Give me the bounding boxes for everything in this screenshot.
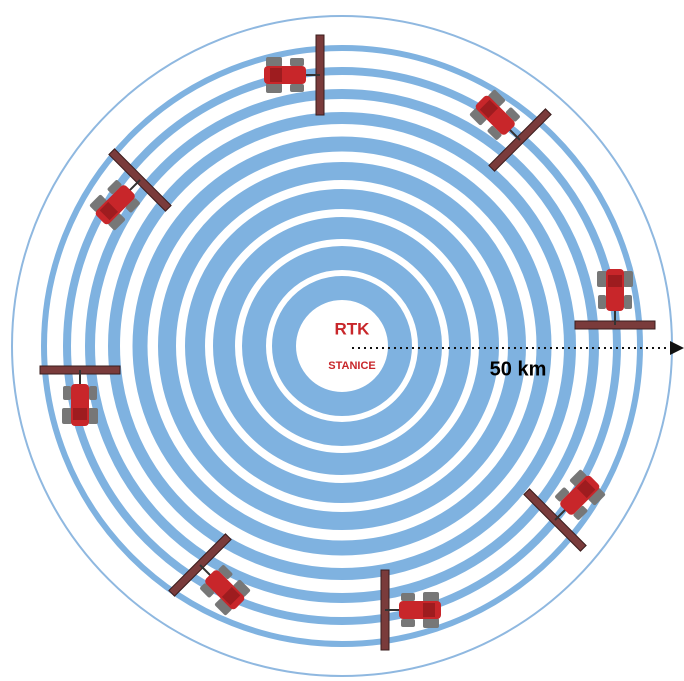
ring [63, 67, 621, 625]
arrow-head [670, 341, 684, 355]
ring [242, 246, 442, 446]
ring [272, 276, 412, 416]
coverage-rings [11, 15, 673, 677]
ring [108, 112, 576, 580]
ring [185, 189, 499, 503]
ring [213, 217, 471, 475]
range-label: 50 km [490, 358, 547, 380]
center-title: RTK [335, 319, 371, 338]
center-subtitle: STANICE [328, 360, 375, 372]
ring [85, 89, 599, 603]
ring [158, 162, 526, 530]
ring [41, 45, 643, 647]
ring [132, 136, 552, 556]
